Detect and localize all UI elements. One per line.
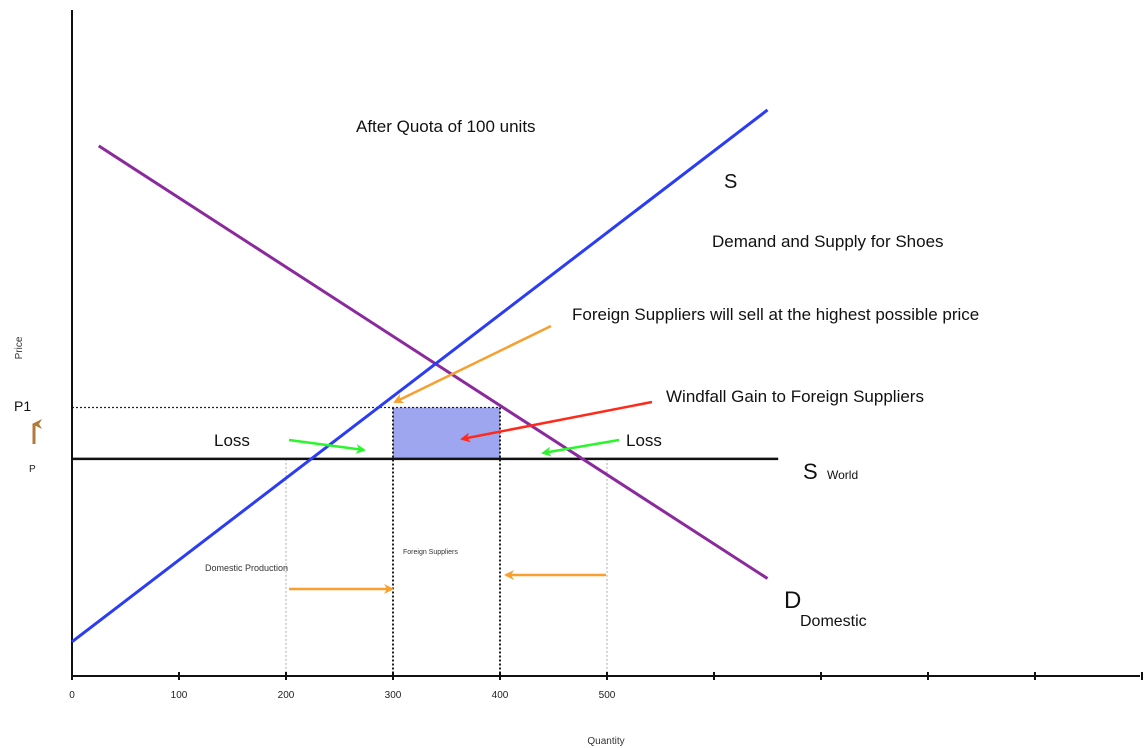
x-axis-ticks: [71, 672, 1143, 680]
foreign-suppliers-label: Foreign Suppliers: [403, 549, 458, 556]
x-axis-label: Quantity: [587, 736, 624, 747]
windfall-annotation: Windfall Gain to Foreign Suppliers: [666, 387, 924, 406]
p1-label: P1: [14, 398, 31, 414]
windfall-gain-area: [393, 407, 500, 459]
domestic-supply-line: [71, 108, 769, 643]
domestic-demand-line: [97, 144, 769, 580]
loss-left-arrow: [288, 438, 366, 454]
supply-label: S: [724, 171, 737, 193]
x-tick-labels: 0 100 200 300 400 500: [69, 690, 616, 701]
p-label: P: [29, 464, 36, 475]
loss-left-label: Loss: [214, 431, 250, 450]
x-tick-label: 400: [492, 690, 509, 701]
foreign-suppliers-price-annotation: Foreign Suppliers will sell at the highe…: [572, 305, 979, 324]
loss-right-arrow: [541, 438, 620, 457]
domestic-production-label: Domestic Production: [205, 563, 288, 573]
demand-label: D: [784, 587, 801, 614]
x-tick-label: 200: [278, 690, 295, 701]
chart-subtitle: Demand and Supply for Shoes: [712, 232, 944, 251]
world-supply-label: S: [803, 459, 818, 484]
x-tick-label: 0: [69, 690, 75, 701]
y-axis-label: Price: [14, 336, 25, 359]
x-tick-label: 100: [171, 690, 188, 701]
foreign-suppliers-price-arrow: [393, 324, 552, 404]
x-tick-label: 500: [599, 690, 616, 701]
chart-title: After Quota of 100 units: [356, 117, 536, 136]
windfall-arrow: [460, 400, 653, 443]
world-supply-sub: World: [827, 468, 858, 482]
demand-sub: Domestic: [800, 613, 867, 630]
x-tick-label: 300: [385, 690, 402, 701]
loss-right-label: Loss: [626, 431, 662, 450]
